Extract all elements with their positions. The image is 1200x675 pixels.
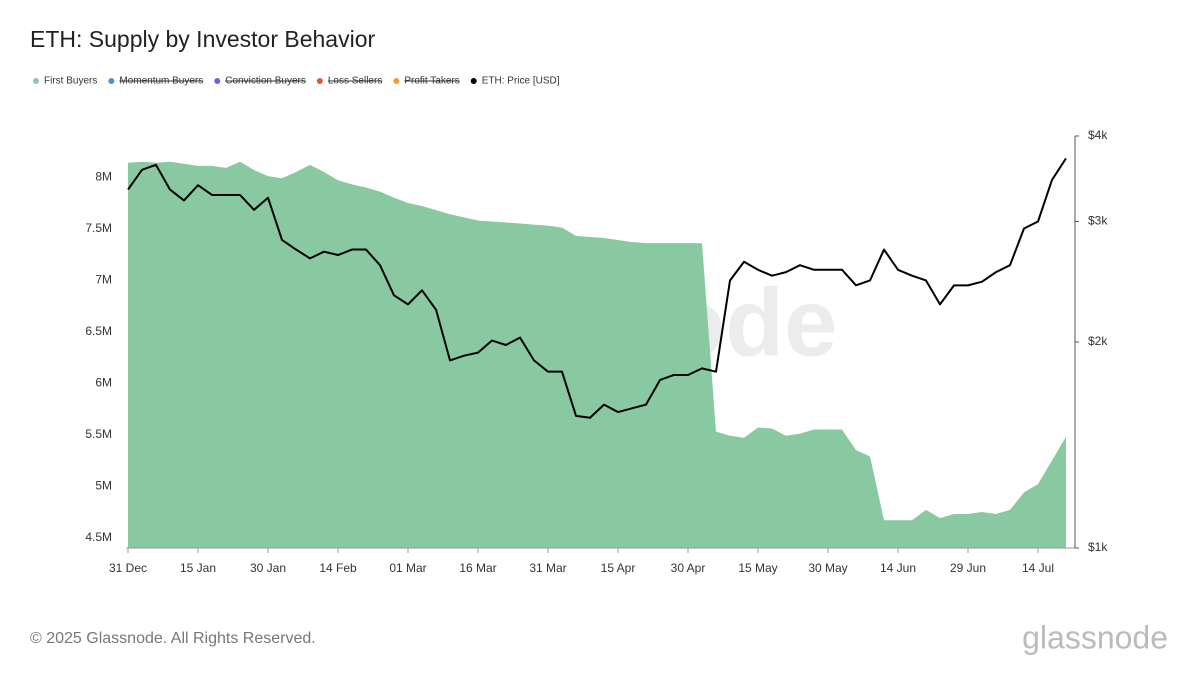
legend-marker xyxy=(214,78,221,84)
legend-label: First Buyers xyxy=(44,76,97,87)
y2-tick-label: $1k xyxy=(1088,540,1108,554)
x-tick-label: 31 Dec xyxy=(109,561,147,575)
y2-tick-label: $4k xyxy=(1088,128,1108,142)
price-line xyxy=(127,157,1067,419)
logo: glassnode xyxy=(1022,619,1168,655)
area xyxy=(128,161,1066,548)
legend-marker xyxy=(108,78,115,84)
legend: First Buyers Momentum Buyers Conviction Bu… xyxy=(33,76,560,87)
x-tick-label: 15 Apr xyxy=(601,561,636,575)
legend-marker xyxy=(470,78,477,84)
y2-tick-label: $2k xyxy=(1088,334,1108,348)
x-tick-label: 31 Mar xyxy=(529,561,566,575)
y-tick-label: 6M xyxy=(95,375,112,389)
x-tick-label: 15 May xyxy=(738,561,777,575)
y2-tick-label: $3k xyxy=(1088,214,1108,228)
legend-label: ETH: Price [USD] xyxy=(482,76,560,87)
x-tick-label: 16 Mar xyxy=(459,561,496,575)
legend-marker xyxy=(33,78,39,84)
x-tick-label: 14 Jul xyxy=(1022,561,1054,575)
y-tick-label: 8M xyxy=(95,169,112,183)
x-tick-label: 30 May xyxy=(808,561,847,575)
x-tick-label: 14 Feb xyxy=(319,561,357,575)
y-tick-label: 7.5M xyxy=(85,221,112,235)
x-tick-label: 14 Jun xyxy=(880,561,916,575)
y-tick-label: 5.5M xyxy=(85,427,112,441)
y-tick-label: 4.5M xyxy=(85,530,112,544)
y-tick-label: 7M xyxy=(95,272,112,286)
y-tick-label: 6.5M xyxy=(85,324,112,338)
legend-marker xyxy=(393,78,400,84)
y-tick-label: 5M xyxy=(95,478,112,492)
x-tick-label: 30 Apr xyxy=(671,561,706,575)
x-tick-label: 29 Jun xyxy=(950,561,986,575)
x-tick-label: 01 Mar xyxy=(389,561,426,575)
x-tick-label: 15 Jan xyxy=(180,561,216,575)
legend-marker xyxy=(316,78,323,84)
footer: © 2025 Glassnode. All Rights Reserved. xyxy=(30,630,316,647)
x-tick-label: 30 Jan xyxy=(250,561,286,575)
chart-title: ETH: Supply by Investor Behavior xyxy=(30,26,375,52)
